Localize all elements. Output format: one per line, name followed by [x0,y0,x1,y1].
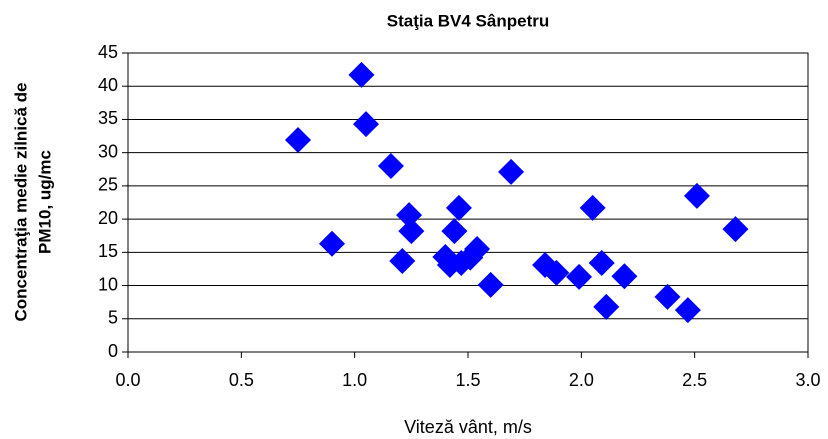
x-tick-label: 1.5 [455,370,480,390]
y-tick-label: 15 [98,241,118,261]
x-tick-label: 2.5 [682,370,707,390]
y-tick-label: 45 [98,42,118,62]
point [396,202,423,229]
plot-frame [127,52,809,353]
point [498,158,525,185]
point [398,218,425,245]
x-tick-label: 0.0 [115,370,140,390]
y-tick-label: 40 [98,75,118,95]
point [543,259,570,286]
y-tick-label: 5 [108,308,118,328]
point [377,152,404,179]
chart-title: Staţia BV4 Sânpetru [387,11,550,30]
point [477,271,504,298]
y-tick-label: 25 [98,175,118,195]
point [464,236,491,263]
point [319,230,345,257]
y-axis-label: Concentraţia medie zilnică de [11,82,30,321]
point [611,263,638,290]
y-tick-label: 20 [98,208,118,228]
y-tick-label: 30 [98,141,118,161]
y-axis-label: PM10, ug/mc [35,150,54,254]
point [353,111,379,138]
x-axis-label: Viteză vânt, m/s [404,417,532,437]
x-tick-label: 2.0 [569,370,594,390]
point [593,293,620,320]
point [722,216,749,243]
y-tick-label: 10 [98,274,118,294]
point [674,297,701,324]
point [588,249,615,276]
point [445,194,472,221]
point [389,247,416,274]
point [579,194,606,221]
point [436,251,463,278]
x-tick-label: 1.0 [342,370,367,390]
point [285,127,311,154]
point [654,283,681,310]
point [566,263,593,290]
y-tick-label: 35 [98,108,118,128]
x-tick-label: 3.0 [795,370,820,390]
point [441,218,468,245]
x-tick-label: 0.5 [229,370,254,390]
y-tick-label: 0 [108,341,118,361]
point [683,182,710,209]
point [348,61,375,88]
